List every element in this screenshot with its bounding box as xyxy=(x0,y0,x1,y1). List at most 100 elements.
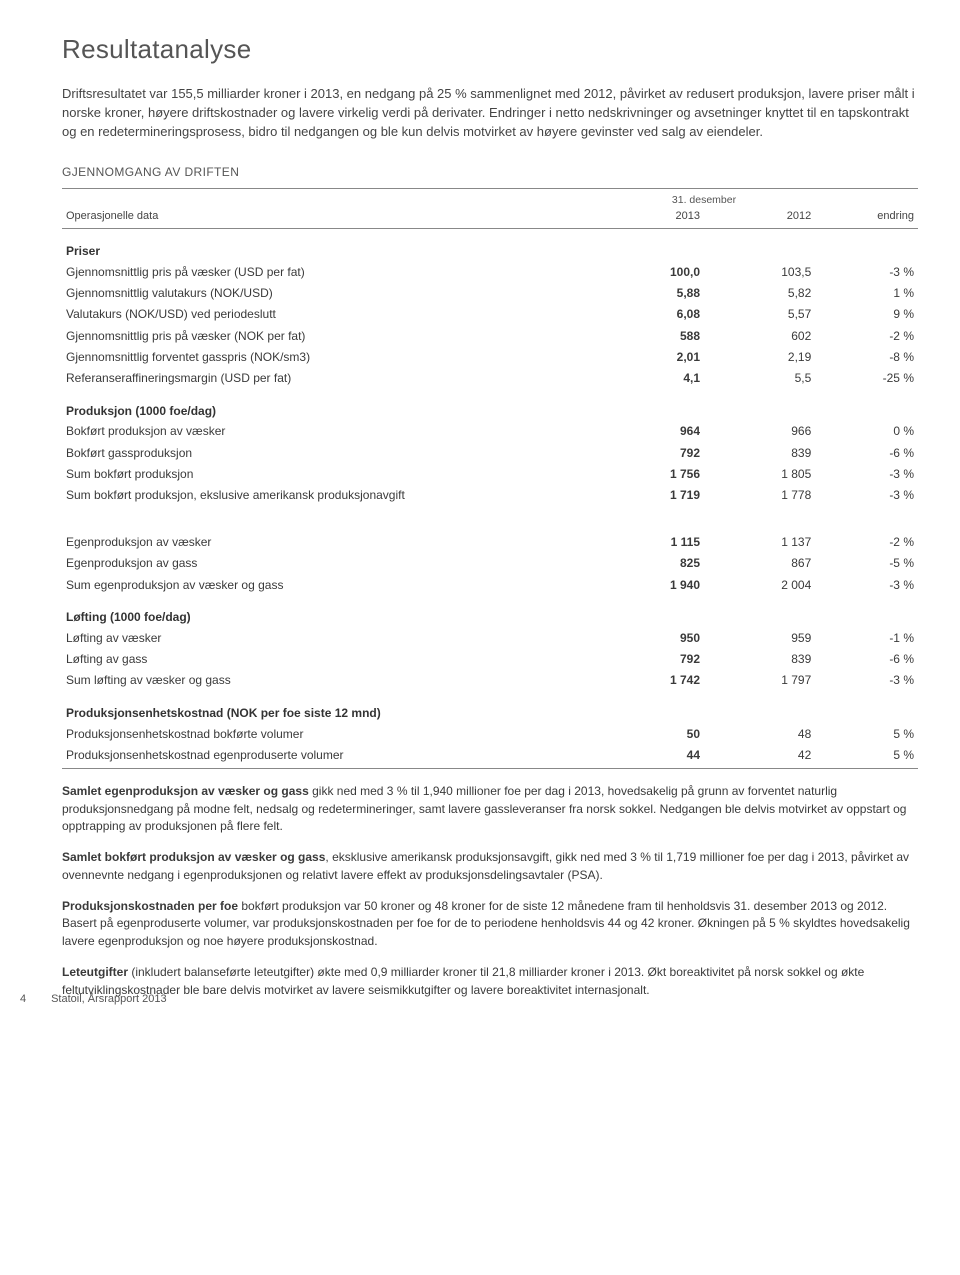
table-col-change: endring xyxy=(815,207,918,229)
section-label: GJENNOMGANG AV DRIFTEN xyxy=(62,164,918,180)
row-label: Løfting av væsker xyxy=(62,628,593,649)
row-change: -25 % xyxy=(815,367,918,388)
row-change: -6 % xyxy=(815,649,918,670)
page-footer: 4 Statoil, Årsrapport 2013 xyxy=(20,992,167,1007)
row-change: -3 % xyxy=(815,262,918,283)
table-rowlabel-header: Operasjonelle data xyxy=(62,207,593,229)
row-change: -3 % xyxy=(815,463,918,484)
table-row: Gjennomsnittlig pris på væsker (NOK per … xyxy=(62,325,918,346)
row-value-2013: 825 xyxy=(593,553,704,574)
row-value-2013: 950 xyxy=(593,628,704,649)
table-row: Bokført produksjon av væsker9649660 % xyxy=(62,421,918,442)
operational-data-table: 31. desember Operasjonelle data 2013 201… xyxy=(62,188,918,769)
row-label: Egenproduksjon av gass xyxy=(62,553,593,574)
table-col-2012: 2012 xyxy=(704,207,815,229)
body-paragraph: Samlet egenproduksjon av væsker og gass … xyxy=(62,783,918,835)
row-value-2013: 44 xyxy=(593,744,704,768)
row-label: Sum bokført produksjon xyxy=(62,463,593,484)
row-change: -3 % xyxy=(815,484,918,505)
row-label: Valutakurs (NOK/USD) ved periodeslutt xyxy=(62,304,593,325)
row-value-2013: 1 940 xyxy=(593,574,704,595)
table-row: Sum bokført produksjon1 7561 805-3 % xyxy=(62,463,918,484)
row-label: Sum egenproduksjon av væsker og gass xyxy=(62,574,593,595)
row-value-2012: 42 xyxy=(704,744,815,768)
row-value-2013: 792 xyxy=(593,649,704,670)
row-label: Sum løfting av væsker og gass xyxy=(62,670,593,691)
row-label: Egenproduksjon av væsker xyxy=(62,532,593,553)
row-value-2013: 1 115 xyxy=(593,532,704,553)
table-row: Sum egenproduksjon av væsker og gass1 94… xyxy=(62,574,918,595)
row-change: 5 % xyxy=(815,723,918,744)
table-group-name: Produksjon (1000 foe/dag) xyxy=(62,389,918,421)
table-row: Sum løfting av væsker og gass1 7421 797-… xyxy=(62,670,918,691)
table-group-name: Produksjonsenhetskostnad (NOK per foe si… xyxy=(62,691,918,723)
row-label: Gjennomsnittlig pris på væsker (USD per … xyxy=(62,262,593,283)
row-change: -1 % xyxy=(815,628,918,649)
row-change: -2 % xyxy=(815,532,918,553)
page-number: 4 xyxy=(20,992,48,1007)
row-value-2012: 1 137 xyxy=(704,532,815,553)
table-row: Gjennomsnittlig valutakurs (NOK/USD)5,88… xyxy=(62,283,918,304)
row-change: -6 % xyxy=(815,442,918,463)
row-value-2012: 959 xyxy=(704,628,815,649)
row-label: Bokført produksjon av væsker xyxy=(62,421,593,442)
paragraph-rest: (inkludert balanseførte leteutgifter) øk… xyxy=(62,965,864,996)
row-value-2012: 966 xyxy=(704,421,815,442)
table-row: Egenproduksjon av gass825867-5 % xyxy=(62,553,918,574)
table-row: Referanseraffineringsmargin (USD per fat… xyxy=(62,367,918,388)
row-value-2013: 50 xyxy=(593,723,704,744)
row-label: Bokført gassproduksjon xyxy=(62,442,593,463)
body-paragraph: Samlet bokført produksjon av væsker og g… xyxy=(62,849,918,884)
row-value-2013: 1 719 xyxy=(593,484,704,505)
row-value-2013: 5,88 xyxy=(593,283,704,304)
row-value-2012: 1 778 xyxy=(704,484,815,505)
table-row: Valutakurs (NOK/USD) ved periodeslutt6,0… xyxy=(62,304,918,325)
row-value-2012: 5,57 xyxy=(704,304,815,325)
row-label: Løfting av gass xyxy=(62,649,593,670)
row-label: Sum bokført produksjon, ekslusive amerik… xyxy=(62,484,593,505)
row-label: Produksjonsenhetskostnad egenproduserte … xyxy=(62,744,593,768)
row-change: 0 % xyxy=(815,421,918,442)
row-label: Gjennomsnittlig pris på væsker (NOK per … xyxy=(62,325,593,346)
row-label: Gjennomsnittlig valutakurs (NOK/USD) xyxy=(62,283,593,304)
row-value-2012: 839 xyxy=(704,649,815,670)
table-group-name: Priser xyxy=(62,229,918,262)
table-period-label: 31. desember xyxy=(593,188,816,207)
row-change: -2 % xyxy=(815,325,918,346)
row-value-2013: 792 xyxy=(593,442,704,463)
row-value-2012: 602 xyxy=(704,325,815,346)
row-value-2013: 4,1 xyxy=(593,367,704,388)
row-value-2012: 839 xyxy=(704,442,815,463)
paragraph-lead: Samlet bokført produksjon av væsker og g… xyxy=(62,850,325,864)
row-value-2012: 5,82 xyxy=(704,283,815,304)
row-label: Gjennomsnittlig forventet gasspris (NOK/… xyxy=(62,346,593,367)
row-value-2012: 1 805 xyxy=(704,463,815,484)
row-value-2013: 2,01 xyxy=(593,346,704,367)
row-label: Referanseraffineringsmargin (USD per fat… xyxy=(62,367,593,388)
body-paragraph: Leteutgifter (inkludert balanseførte let… xyxy=(62,964,918,999)
row-value-2012: 103,5 xyxy=(704,262,815,283)
row-change: -3 % xyxy=(815,670,918,691)
row-value-2013: 100,0 xyxy=(593,262,704,283)
table-row: Produksjonsenhetskostnad egenproduserte … xyxy=(62,744,918,768)
row-change: 1 % xyxy=(815,283,918,304)
table-row: Gjennomsnittlig pris på væsker (USD per … xyxy=(62,262,918,283)
row-value-2012: 867 xyxy=(704,553,815,574)
table-row: Bokført gassproduksjon792839-6 % xyxy=(62,442,918,463)
row-label: Produksjonsenhetskostnad bokførte volume… xyxy=(62,723,593,744)
row-change: -8 % xyxy=(815,346,918,367)
table-col-2013: 2013 xyxy=(593,207,704,229)
table-row: Gjennomsnittlig forventet gasspris (NOK/… xyxy=(62,346,918,367)
row-value-2012: 2,19 xyxy=(704,346,815,367)
row-value-2013: 1 742 xyxy=(593,670,704,691)
page-title: Resultatanalyse xyxy=(62,32,918,67)
table-row: Produksjonsenhetskostnad bokførte volume… xyxy=(62,723,918,744)
body-paragraph: Produksjonskostnaden per foe bokført pro… xyxy=(62,898,918,950)
row-change: 5 % xyxy=(815,744,918,768)
row-value-2012: 5,5 xyxy=(704,367,815,388)
table-group-name: Løfting (1000 foe/dag) xyxy=(62,595,918,627)
paragraph-lead: Samlet egenproduksjon av væsker og gass xyxy=(62,784,309,798)
row-change: 9 % xyxy=(815,304,918,325)
intro-paragraph: Driftsresultatet var 155,5 milliarder kr… xyxy=(62,85,918,142)
paragraph-lead: Leteutgifter xyxy=(62,965,128,979)
